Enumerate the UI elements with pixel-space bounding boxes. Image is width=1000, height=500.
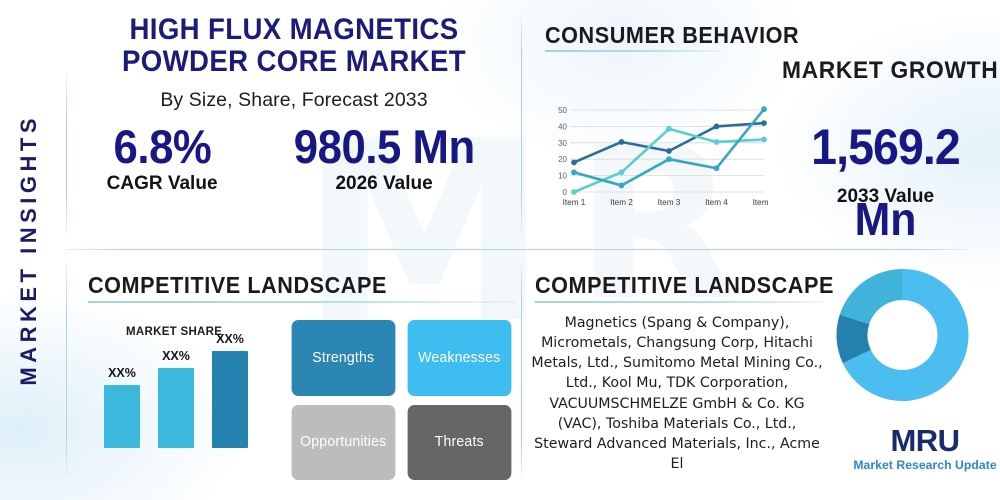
bar xyxy=(158,368,194,448)
kpi-cagr: 6.8% CAGR Value xyxy=(107,122,218,194)
swot-cell-label: Opportunities xyxy=(300,434,387,451)
page-title: HIGH FLUX MAGNETICS POWDER CORE MARKET xyxy=(122,13,466,79)
side-label-market-insights: MARKET INSIGHTS xyxy=(0,0,60,500)
svg-text:20: 20 xyxy=(558,155,567,164)
kpi-2026-value: 980.5 Mn xyxy=(293,120,475,174)
section-heading-competitive-landscape-right: COMPETITIVE LANDSCAPE xyxy=(535,272,834,298)
company-list: Magnetics (Spang & Company), Micrometals… xyxy=(531,315,823,473)
bar xyxy=(104,385,140,448)
swot-grid: Strengths Weaknesses Opportunities Threats xyxy=(290,320,512,480)
title-block: HIGH FLUX MAGNETICS POWDER CORE MARKET B… xyxy=(72,13,516,195)
bar-group: XX% xyxy=(104,366,140,448)
donut-segment xyxy=(842,269,969,401)
donut-segment xyxy=(839,269,903,325)
swot-cell-strengths[interactable]: Strengths xyxy=(291,320,395,396)
bar-group: XX% xyxy=(212,332,248,448)
watermark-letter-r: R xyxy=(575,102,737,347)
section-underline-consumer-behavior xyxy=(545,50,720,52)
svg-text:Item 4: Item 4 xyxy=(705,198,728,207)
consumer-behavior-line-chart: 0 10 20 30 40 50 Item 1 Item 2 Item 3 Item 4 Item … xyxy=(548,104,768,212)
bar xyxy=(212,350,248,448)
section-heading-consumer-behavior: CONSUMER BEHAVIOR xyxy=(545,22,800,48)
svg-text:Item 5: Item 5 xyxy=(753,198,768,207)
swot-cell-label: Weaknesses xyxy=(417,349,500,366)
divider-horizontal xyxy=(66,249,968,250)
divider-vertical-left-bottom xyxy=(66,262,67,477)
market-growth-sub-label: 2033 Value xyxy=(836,186,935,207)
swot-cell-threats[interactable]: Threats xyxy=(407,404,511,480)
market-share-bar-chart: XX% XX% XX% xyxy=(104,332,272,448)
brand-logo: MRU Market Research Update xyxy=(850,425,1000,472)
section-heading-market-growth: MARKET GROWTH xyxy=(782,57,999,84)
kpi-2026: 980.5 Mn 2026 Value xyxy=(287,122,482,194)
svg-text:50: 50 xyxy=(558,106,567,115)
market-share-label: MARKET SHARE xyxy=(126,326,223,338)
kpi-cagr-value: 6.8% xyxy=(113,120,211,174)
market-growth-value: 1,569.2 xyxy=(811,119,961,175)
svg-text:Item 3: Item 3 xyxy=(658,198,681,207)
donut-segment xyxy=(836,314,871,364)
svg-text:10: 10 xyxy=(558,172,567,181)
swot-cell-label: Strengths xyxy=(312,349,375,366)
logo-tagline: Market Research Update xyxy=(853,458,997,472)
section-underline-competitive-landscape-right xyxy=(535,301,823,303)
svg-text:0: 0 xyxy=(563,188,568,197)
section-heading-competitive-landscape-left: COMPETITIVE LANDSCAPE xyxy=(88,272,387,298)
section-underline-competitive-landscape-left xyxy=(88,301,516,303)
bar-value-label: XX% xyxy=(108,366,136,381)
swot-cell-weaknesses[interactable]: Weaknesses xyxy=(407,320,511,396)
watermark-letter-m: M xyxy=(300,87,549,378)
line-chart-svg: 0 10 20 30 40 50 Item 1 Item 2 Item 3 Item 4 Item … xyxy=(558,106,768,207)
market-growth-unit: Mn xyxy=(854,193,917,245)
bar-value-label: XX% xyxy=(162,349,190,364)
svg-text:Item 1: Item 1 xyxy=(563,198,586,207)
divider-vertical-middle-bottom xyxy=(521,265,522,477)
svg-text:40: 40 xyxy=(558,122,567,131)
kpi-2026-label: 2026 Value xyxy=(335,172,433,194)
kpi-row: 6.8% CAGR Value 980.5 Mn 2026 Value xyxy=(72,122,516,194)
bar-group: XX% xyxy=(158,349,194,448)
divider-vertical-middle-top xyxy=(521,14,522,232)
donut-chart-svg xyxy=(836,269,969,401)
page-subtitle: By Size, Share, Forecast 2033 xyxy=(160,89,428,112)
side-label-text: MARKET INSIGHTS xyxy=(16,114,41,386)
svg-text:Item 2: Item 2 xyxy=(610,198,633,207)
swot-cell-label: Threats xyxy=(434,434,484,451)
logo-mark: MRU xyxy=(890,423,960,458)
kpi-cagr-label: CAGR Value xyxy=(106,172,218,194)
swot-cell-opportunities[interactable]: Opportunities xyxy=(291,404,395,480)
bar-value-label: XX% xyxy=(216,331,244,346)
market-share-donut-chart xyxy=(835,265,970,410)
svg-text:30: 30 xyxy=(558,139,567,148)
divider-vertical-left-top xyxy=(66,74,67,234)
